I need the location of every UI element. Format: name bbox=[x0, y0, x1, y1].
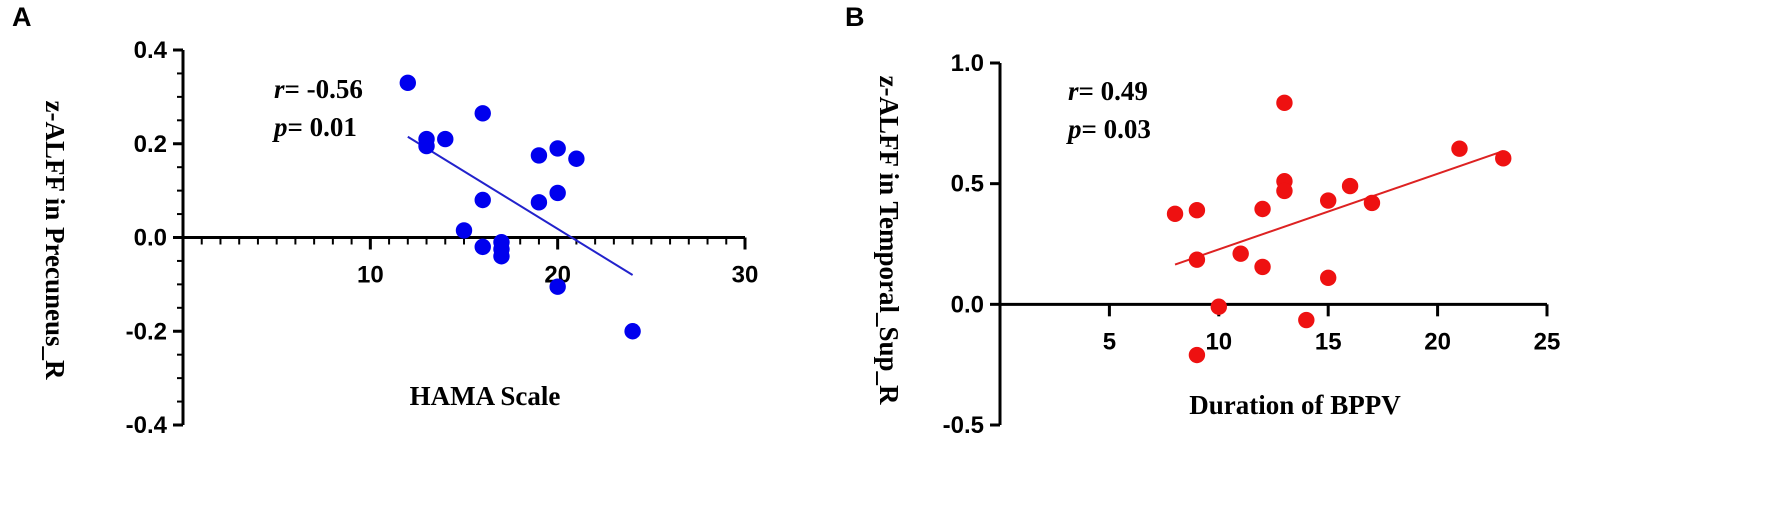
data-point bbox=[1320, 269, 1337, 286]
data-point bbox=[1166, 205, 1184, 223]
y-tick-label: -0.5 bbox=[943, 412, 984, 439]
data-point bbox=[1341, 177, 1359, 195]
data-point bbox=[399, 74, 416, 92]
stat-r-value: = -0.56 bbox=[285, 74, 363, 104]
y-tick-label: 0.4 bbox=[134, 37, 168, 64]
data-point bbox=[549, 184, 566, 202]
data-point bbox=[1188, 346, 1206, 364]
stat-p-value: = 0.03 bbox=[1082, 114, 1151, 144]
data-point bbox=[568, 150, 585, 167]
x-axis-title: HAMA Scale bbox=[410, 381, 561, 411]
y-tick-label: -0.4 bbox=[126, 412, 168, 439]
stat-p-symbol: p bbox=[1066, 114, 1082, 144]
panel-letter: B bbox=[845, 2, 865, 32]
data-point bbox=[624, 323, 641, 340]
x-tick-label: 10 bbox=[1205, 328, 1232, 355]
stat-p-symbol: p bbox=[272, 112, 288, 142]
stat-p: p= 0.03 bbox=[1066, 114, 1151, 144]
data-point bbox=[418, 137, 435, 155]
y-tick-label: 1.0 bbox=[951, 50, 984, 77]
data-point bbox=[437, 130, 454, 148]
stat-r-symbol: r bbox=[274, 74, 285, 104]
panel-letter: A bbox=[12, 2, 32, 32]
data-point bbox=[474, 238, 491, 256]
x-tick-label: 10 bbox=[357, 262, 384, 289]
data-point bbox=[1495, 150, 1512, 167]
data-point bbox=[1276, 182, 1293, 200]
y-axis-title: z-ALFF in Temporal_Sup_R bbox=[874, 75, 904, 405]
y-tick-label: 0.2 bbox=[134, 131, 167, 158]
data-point bbox=[1363, 194, 1381, 212]
x-tick-label: 25 bbox=[1534, 328, 1561, 355]
data-point bbox=[1254, 200, 1271, 218]
x-tick-label: 20 bbox=[1424, 328, 1451, 355]
data-point bbox=[1298, 311, 1315, 329]
stat-p-value: = 0.01 bbox=[288, 112, 357, 142]
chart-panel-a: A-0.4-0.20.00.20.410 20 30r= -0.56p= 0.01H… bbox=[12, 2, 758, 439]
data-point bbox=[549, 278, 566, 295]
regression-line bbox=[1174, 150, 1504, 266]
data-point bbox=[1188, 202, 1206, 219]
y-tick-label: 0.5 bbox=[951, 171, 984, 198]
data-point bbox=[549, 140, 566, 157]
chart-panel-b: B -0.5 0.0 0.5 1.0 5 10 15 20 25 r= 0.49 p= 0.03 Dur… bbox=[845, 2, 1560, 439]
x-tick-label: 30 bbox=[732, 262, 759, 289]
data-point bbox=[1276, 94, 1293, 112]
stat-r-symbol: r bbox=[1068, 76, 1079, 106]
data-point bbox=[1188, 251, 1206, 268]
data-point bbox=[474, 191, 491, 209]
y-tick-label: -0.2 bbox=[126, 318, 167, 345]
data-point bbox=[455, 222, 473, 239]
data-point bbox=[1254, 258, 1271, 276]
data-point bbox=[1232, 245, 1249, 262]
x-tick-label: 5 bbox=[1103, 328, 1116, 355]
y-axis-title: z-ALFF in Precuneus_R bbox=[40, 101, 70, 380]
regression-line bbox=[407, 135, 634, 276]
stat-p: p= 0.01 bbox=[272, 112, 357, 142]
data-point bbox=[530, 194, 548, 211]
stat-r: r= -0.56 bbox=[274, 74, 363, 104]
x-tick-label: 15 bbox=[1315, 328, 1342, 355]
y-tick-label: 0.0 bbox=[951, 291, 984, 318]
data-point bbox=[1320, 192, 1337, 209]
data-point bbox=[1210, 298, 1228, 315]
x-axis-title: Duration of BPPV bbox=[1189, 390, 1401, 420]
data-point bbox=[474, 105, 491, 122]
y-tick-label: 0.0 bbox=[134, 225, 167, 252]
stat-r: r= 0.49 bbox=[1068, 76, 1148, 106]
data-point bbox=[493, 248, 510, 265]
stat-r-value: = 0.49 bbox=[1079, 76, 1148, 106]
data-point bbox=[1451, 140, 1468, 157]
data-point bbox=[530, 147, 548, 164]
